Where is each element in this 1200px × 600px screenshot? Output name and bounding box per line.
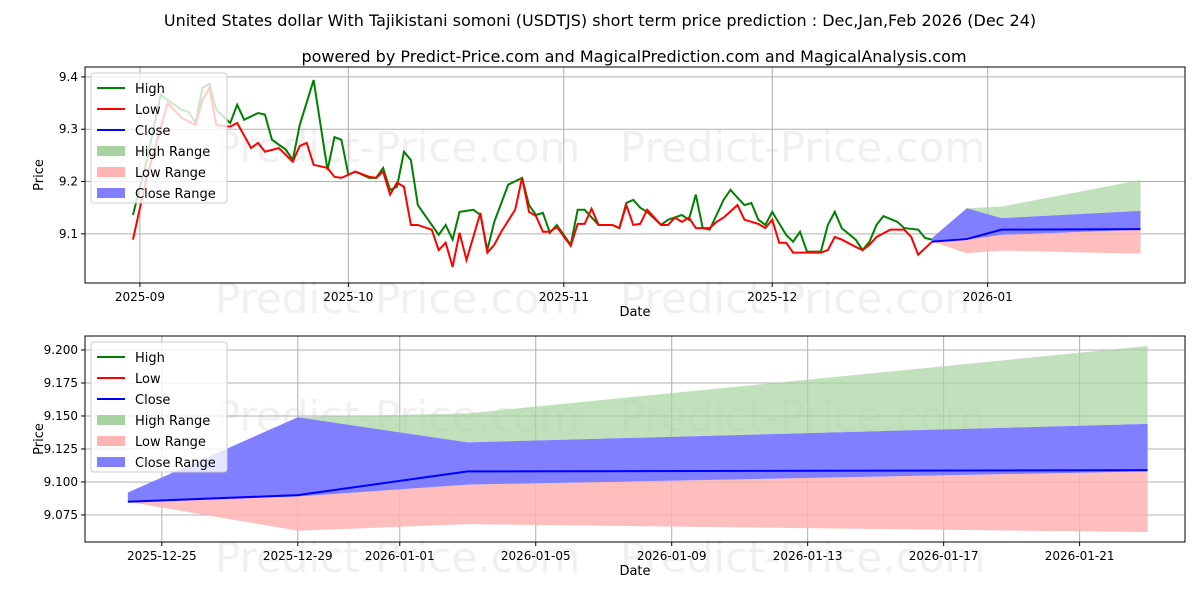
- high-line: [131, 79, 933, 253]
- axes-frame: [84, 66, 1186, 284]
- legend-label: High: [135, 351, 165, 366]
- high-range-band: [932, 179, 1141, 239]
- chart-subtitle: powered by Predict-Price.com and Magical…: [301, 47, 966, 66]
- watermark: Predict-Price.com: [620, 533, 985, 582]
- legend-label: High: [135, 82, 165, 97]
- watermark: Predict-Price.com: [215, 274, 580, 323]
- watermark: Predict-Price.com: [620, 123, 985, 172]
- y-tick-label: 9.3: [59, 122, 78, 136]
- low-line: [131, 85, 933, 268]
- legend-label: Low: [135, 103, 161, 118]
- legend-label: Close Range: [135, 456, 216, 471]
- forecast-chart: Predict-Price.comPredict-Price.comPredic…: [32, 335, 1186, 582]
- x-tick-label: 2026-01-01: [365, 549, 435, 563]
- x-axis-label: Date: [619, 305, 650, 320]
- x-tick-label: 2026-01-21: [1045, 549, 1115, 563]
- high-range-band: [127, 346, 1148, 493]
- legend-label: Close: [135, 393, 170, 408]
- y-tick-label: 9.100: [44, 475, 78, 489]
- legend-swatch: [97, 188, 125, 198]
- close-range-band: [127, 417, 1148, 502]
- x-tick-label: 2026-01-13: [773, 549, 843, 563]
- x-tick-label: 2026-01-05: [501, 549, 571, 563]
- legend-swatch: [97, 436, 125, 446]
- close-range-band: [932, 208, 1141, 242]
- close-line: [127, 469, 1148, 503]
- legend-label: Low: [135, 372, 161, 387]
- legend-swatch: [97, 146, 125, 156]
- legend-label: Close Range: [135, 187, 216, 202]
- watermark: Predict-Price.com: [620, 274, 985, 323]
- x-tick-label: 2025-11: [539, 290, 589, 304]
- legend-swatch: [97, 167, 125, 177]
- legend-swatch: [97, 415, 125, 425]
- x-tick-label: 2025-10: [323, 290, 373, 304]
- y-tick-label: 9.150: [44, 409, 78, 423]
- legend-swatch: [97, 457, 125, 467]
- x-tick-label: 2026-01-09: [637, 549, 707, 563]
- low-range-band: [932, 229, 1141, 254]
- y-axis-label: Price: [32, 423, 47, 455]
- legend-label: Low Range: [135, 435, 206, 450]
- y-tick-label: 9.125: [44, 442, 78, 456]
- x-tick-label: 2026-01-17: [909, 549, 979, 563]
- y-tick-label: 9.200: [44, 343, 78, 357]
- x-tick-label: 2025-12: [747, 290, 797, 304]
- y-tick-label: 9.1: [59, 227, 78, 241]
- history-chart: Predict-Price.com Predict-Price.com Predic…: [32, 66, 1186, 323]
- legend-label: High Range: [135, 145, 210, 160]
- x-tick-label: 2026-01: [963, 290, 1013, 304]
- legend: High Low Close High Range Low Range Close Ran…: [90, 72, 228, 204]
- y-tick-label: 9.4: [59, 70, 78, 84]
- legend-label: High Range: [135, 414, 210, 429]
- x-tick-label: 2025-09: [115, 290, 165, 304]
- y-axis-label: Price: [32, 159, 47, 191]
- legend-label: Close: [135, 124, 170, 139]
- watermark: Predict-Price.com: [215, 533, 580, 582]
- y-tick-label: 9.175: [44, 376, 78, 390]
- y-tick-label: 9.075: [44, 508, 78, 522]
- low-range-band: [127, 471, 1148, 533]
- plot-area: [127, 346, 1148, 533]
- x-tick-label: 2025-12-25: [127, 549, 197, 563]
- legend-label: Low Range: [135, 166, 206, 181]
- x-tick-label: 2025-12-29: [263, 549, 333, 563]
- axes-frame: [84, 335, 1186, 543]
- watermark: Predict-Price.com: [215, 123, 580, 172]
- y-tick-label: 9.2: [59, 175, 78, 189]
- legend: High Low Close High Range Low Range Close Ran…: [90, 341, 228, 473]
- close-line: [931, 228, 1141, 243]
- x-axis-label: Date: [619, 564, 650, 579]
- plot-area: [131, 79, 1141, 268]
- chart-title: United States dollar With Tajikistani so…: [164, 11, 1036, 30]
